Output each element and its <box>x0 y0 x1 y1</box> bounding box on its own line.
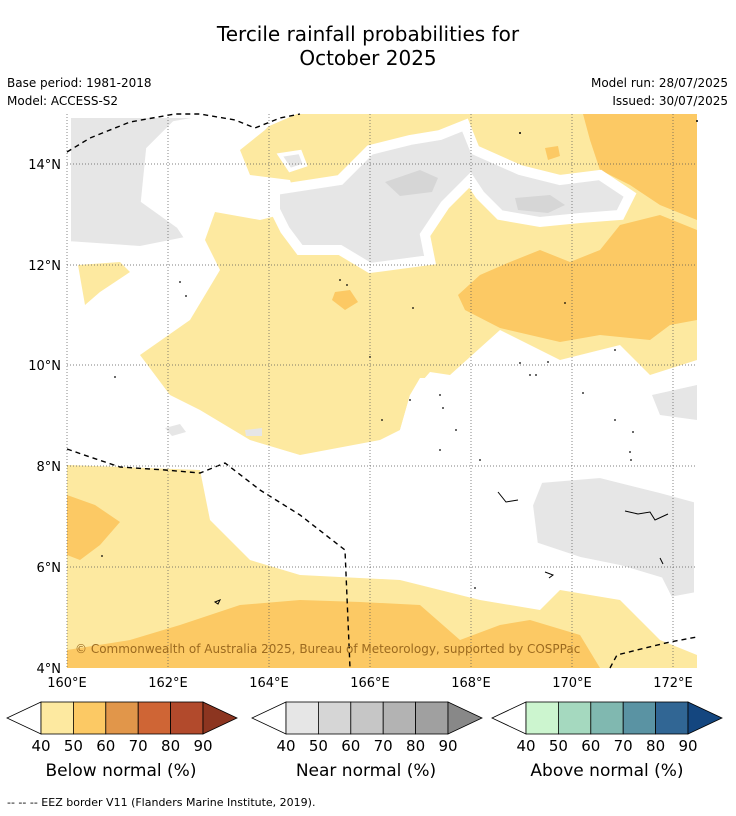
colorbar-tick-label: 70 <box>374 737 393 755</box>
legend-title-above: Above normal (%) <box>530 761 684 781</box>
lon-axis: 160°E 162°E 164°E 166°E 168°E 170°E 172°… <box>47 676 693 691</box>
colorbar-swatch <box>40 701 74 735</box>
colorbar-tick-label: 80 <box>161 737 180 755</box>
colorbar-tick-label: 40 <box>516 737 535 755</box>
colorbar-under-extension <box>491 701 527 735</box>
atolls <box>213 491 669 605</box>
eez-footnote: -- -- -- EEZ border V11 (Flanders Marine… <box>7 796 316 809</box>
colorbar-near-normal: 40 50 60 70 80 90 <box>251 701 483 755</box>
lat-tick: 6°N <box>37 561 62 576</box>
base-period: Base period: 1981-2018 <box>7 76 152 90</box>
meta-right: Model run: 28/07/2025 Issued: 30/07/2025 <box>591 74 728 110</box>
colorbar-tick-label: 40 <box>276 737 295 755</box>
colorbar-over-extension <box>687 701 723 735</box>
colorbar-under-extension <box>251 701 287 735</box>
colorbar-tick-label: 80 <box>646 737 665 755</box>
lon-tick: 172°E <box>653 676 693 691</box>
lon-tick: 162°E <box>148 676 188 691</box>
map-title: Tercile rainfall probabilities for Octob… <box>0 22 736 70</box>
colorbar-swatch <box>317 701 352 735</box>
meta-left: Base period: 1981-2018 Model: ACCESS-S2 <box>7 74 152 110</box>
map-area: © Commonwealth of Australia 2025, Bureau… <box>63 110 700 669</box>
lon-tick: 160°E <box>47 676 87 691</box>
lon-tick: 164°E <box>249 676 289 691</box>
colorbar-tick-label: 60 <box>341 737 360 755</box>
colorbar-tick-label: 50 <box>549 737 568 755</box>
copyright-notice: © Commonwealth of Australia 2025, Bureau… <box>75 642 580 656</box>
colorbar-swatch <box>105 701 139 735</box>
lat-tick: 14°N <box>28 158 61 173</box>
colorbar-swatch <box>415 701 449 735</box>
eez-borders <box>66 113 698 669</box>
colorbar-tick-label: 60 <box>581 737 600 755</box>
legend-title-below: Below normal (%) <box>45 761 197 781</box>
near-40-50-region <box>63 110 700 604</box>
colorbar-swatch <box>622 701 657 735</box>
map-figure: © Commonwealth of Australia 2025, Bureau… <box>6 110 723 755</box>
issued-date: Issued: 30/07/2025 <box>612 94 728 108</box>
colorbar-tick-label: 80 <box>406 737 425 755</box>
islands <box>101 120 698 589</box>
colorbar-swatch <box>137 701 171 735</box>
colorbar-below-normal: 40 50 60 70 80 90 <box>6 701 238 755</box>
lat-tick: 8°N <box>37 460 62 475</box>
colorbar-swatch <box>655 701 689 735</box>
lon-tick: 166°E <box>350 676 390 691</box>
colorbar-swatch <box>558 701 592 735</box>
colorbar-swatch <box>590 701 624 735</box>
colorbar-tick-label: 50 <box>64 737 83 755</box>
colorbar-swatch <box>170 701 204 735</box>
colorbar-swatch <box>525 701 559 735</box>
below-50-60-region <box>67 114 697 668</box>
title-line-1: Tercile rainfall probabilities for <box>216 22 520 46</box>
colorbar-tick-label: 90 <box>193 737 212 755</box>
colorbar-tick-label: 70 <box>129 737 148 755</box>
lat-tick: 4°N <box>37 662 62 677</box>
model-name: Model: ACCESS-S2 <box>7 94 119 108</box>
lon-tick: 170°E <box>552 676 592 691</box>
lon-tick: 168°E <box>451 676 491 691</box>
colorbar-tick-label: 40 <box>31 737 50 755</box>
colorbar-tick-label: 90 <box>678 737 697 755</box>
title-line-2: October 2025 <box>299 46 437 70</box>
colorbar-above-normal: 40 50 60 70 80 90 <box>491 701 723 755</box>
colorbar-swatch <box>285 701 319 735</box>
colorbar-tick-label: 50 <box>309 737 328 755</box>
colorbar-over-extension <box>202 701 238 735</box>
lat-tick: 10°N <box>28 359 61 374</box>
colorbar-tick-label: 90 <box>438 737 457 755</box>
colorbar-swatch <box>350 701 384 735</box>
model-run: Model run: 28/07/2025 <box>590 76 728 90</box>
colorbar-tick-label: 70 <box>614 737 633 755</box>
colorbar-under-extension <box>6 701 42 735</box>
colorbar-swatch <box>73 701 107 735</box>
lat-axis: 14°N 12°N 10°N 8°N 6°N 4°N <box>28 158 61 677</box>
colorbar-swatch <box>382 701 417 735</box>
colorbar-over-extension <box>447 701 483 735</box>
colorbar-tick-label: 60 <box>96 737 115 755</box>
graticule <box>66 114 697 668</box>
legend-title-near: Near normal (%) <box>295 761 437 781</box>
lat-tick: 12°N <box>28 259 61 274</box>
near-50-60-region <box>385 170 565 213</box>
